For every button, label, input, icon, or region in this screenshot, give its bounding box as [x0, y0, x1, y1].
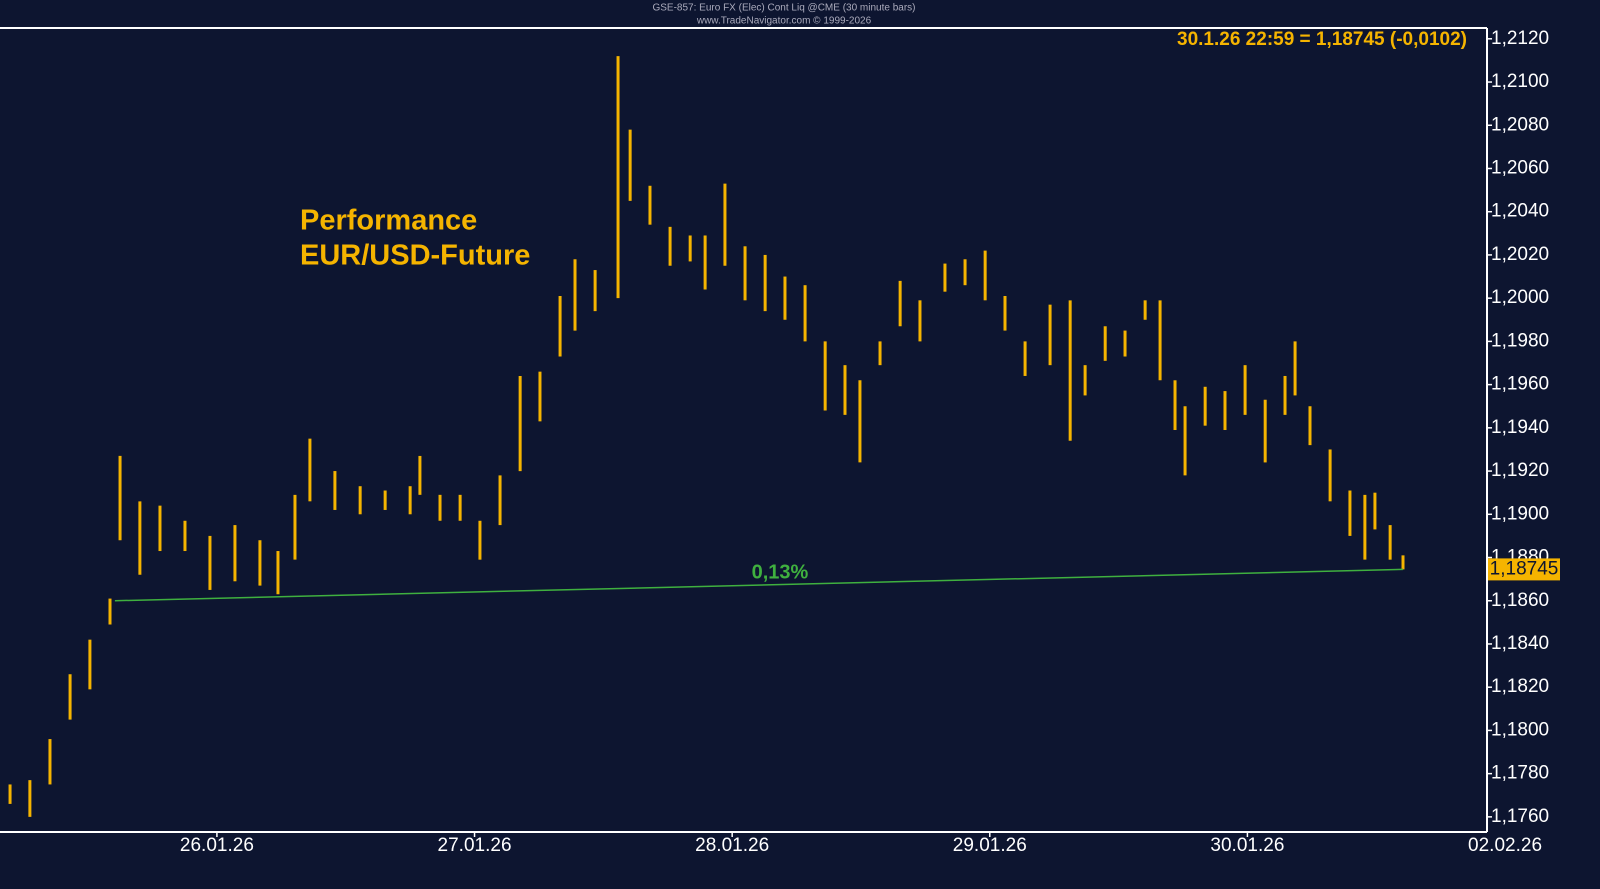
header-line: www.TradeNavigator.com © 1999-2026 [696, 16, 872, 27]
y-tick-label: 1,1900 [1491, 503, 1549, 524]
header-line: GSE-857: Euro FX (Elec) Cont Liq @CME (3… [652, 3, 915, 14]
y-tick-label: 1,1980 [1491, 330, 1549, 351]
y-tick-label: 1,2100 [1491, 71, 1549, 92]
title-line: Performance [300, 205, 477, 237]
x-tick-label: 29.01.26 [953, 835, 1027, 856]
last-price-label: 1,18745 [1490, 558, 1559, 579]
price-info: 30.1.26 22:59 = 1,18745 (-0,0102) [1177, 29, 1467, 50]
y-tick-label: 1,1960 [1491, 374, 1549, 395]
x-tick-label: 27.01.26 [438, 835, 512, 856]
x-tick-label: 26.01.26 [180, 835, 254, 856]
y-tick-label: 1,2080 [1491, 114, 1549, 135]
x-tick-label: 30.01.26 [1210, 835, 1284, 856]
y-tick-label: 1,1800 [1491, 719, 1549, 740]
y-tick-label: 1,2020 [1491, 244, 1549, 265]
title-line: EUR/USD-Future [300, 240, 530, 272]
y-tick-label: 1,1820 [1491, 676, 1549, 697]
reference-line [114, 568, 1404, 602]
last-price-tag [1488, 558, 1560, 581]
y-tick-label: 1,1940 [1491, 417, 1549, 438]
y-tick-label: 1,2120 [1491, 28, 1549, 49]
x-tick-label: 28.01.26 [695, 835, 769, 856]
x-tick-label: 02.02.26 [1468, 835, 1542, 856]
y-tick-label: 1,2040 [1491, 201, 1549, 222]
y-tick-label: 1,1920 [1491, 460, 1549, 481]
y-tick-label: 1,1780 [1491, 763, 1549, 784]
reference-label: 0,13% [752, 561, 809, 583]
y-tick-label: 1,1860 [1491, 590, 1549, 611]
y-tick-label: 1,2060 [1491, 157, 1549, 178]
y-tick-label: 1,1840 [1491, 633, 1549, 654]
y-tick-label: 1,2000 [1491, 287, 1549, 308]
y-tick-label: 1,1760 [1491, 806, 1549, 827]
